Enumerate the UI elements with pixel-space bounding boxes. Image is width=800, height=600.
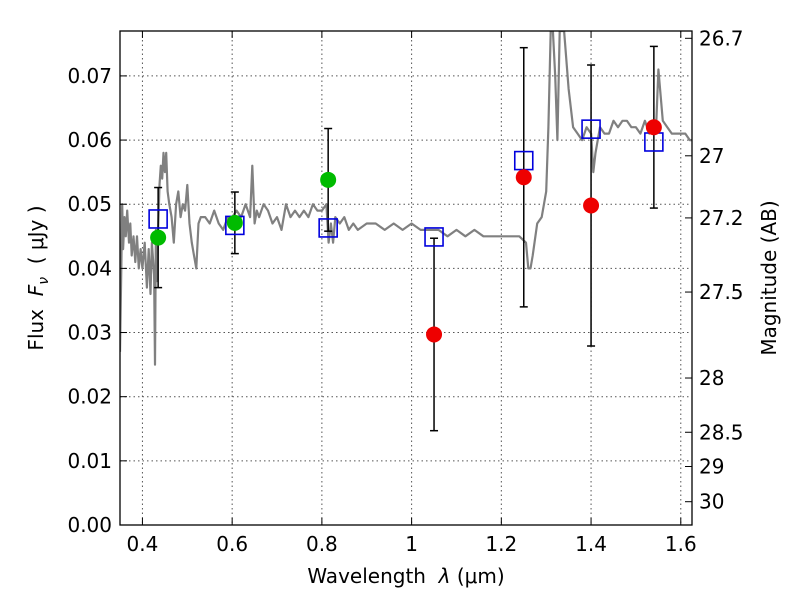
x-tick-label: 1.4	[575, 532, 607, 556]
x-tick-label: 0.4	[127, 532, 159, 556]
y-tick-label: 0.07	[67, 64, 112, 88]
y-tick-label: 0.04	[67, 256, 112, 280]
nir-data-point	[515, 169, 532, 186]
errorbar-group	[154, 45, 658, 432]
y2-tick-label: 26.7	[699, 26, 744, 50]
y2-tick-label: 29	[699, 454, 724, 478]
plot-frame	[119, 30, 693, 526]
optical-data-point	[320, 171, 337, 188]
x-tick-label: 0.6	[216, 532, 248, 556]
y2-tick-label: 27	[699, 144, 724, 168]
y-tick-label: 0.06	[67, 128, 112, 152]
x-tick-label: 1.2	[485, 532, 517, 556]
optical-data-point	[226, 214, 243, 231]
x-axis-label: Wavelength λ (μm)	[307, 564, 504, 588]
model-square	[581, 119, 601, 139]
model-square	[148, 209, 168, 229]
y2-tick-label: 28	[699, 366, 724, 390]
y2-tick-label: 27.5	[699, 280, 744, 304]
axis-ticks: 0.4 0.6 0.8 1 1.2 1.4 1.6 0.00 0.01 0.02 0.03 0.04 0…	[67, 26, 743, 556]
y2-tick-label: 27.2	[699, 206, 744, 230]
model-square	[424, 227, 444, 247]
y-tick-label: 0.03	[67, 321, 112, 345]
y2-tick-label: 28.5	[699, 420, 744, 444]
x-tick-label: 1.6	[665, 532, 697, 556]
x-tick-label: 0.8	[306, 532, 338, 556]
model-square	[318, 218, 338, 238]
y2-axis-label: Magnitude (AB)	[757, 200, 781, 355]
spectrum-line	[120, 31, 692, 366]
y-axis-label: Flux Fν ( μJy )	[24, 205, 52, 350]
y-tick-label: 0.01	[67, 449, 112, 473]
y-tick-label: 0.02	[67, 385, 112, 409]
x-tick-label: 1	[405, 532, 418, 556]
optical-data-point	[150, 229, 167, 246]
observed-points-group	[150, 119, 662, 343]
y-tick-label: 0.00	[67, 513, 112, 537]
y2-tick-label: 30	[699, 490, 724, 514]
nir-data-point	[645, 119, 662, 136]
nir-data-point	[583, 197, 600, 214]
nir-data-point	[426, 326, 443, 343]
grid-lines	[120, 31, 692, 525]
spectrum-series	[120, 31, 692, 366]
y-tick-label: 0.05	[67, 192, 112, 216]
